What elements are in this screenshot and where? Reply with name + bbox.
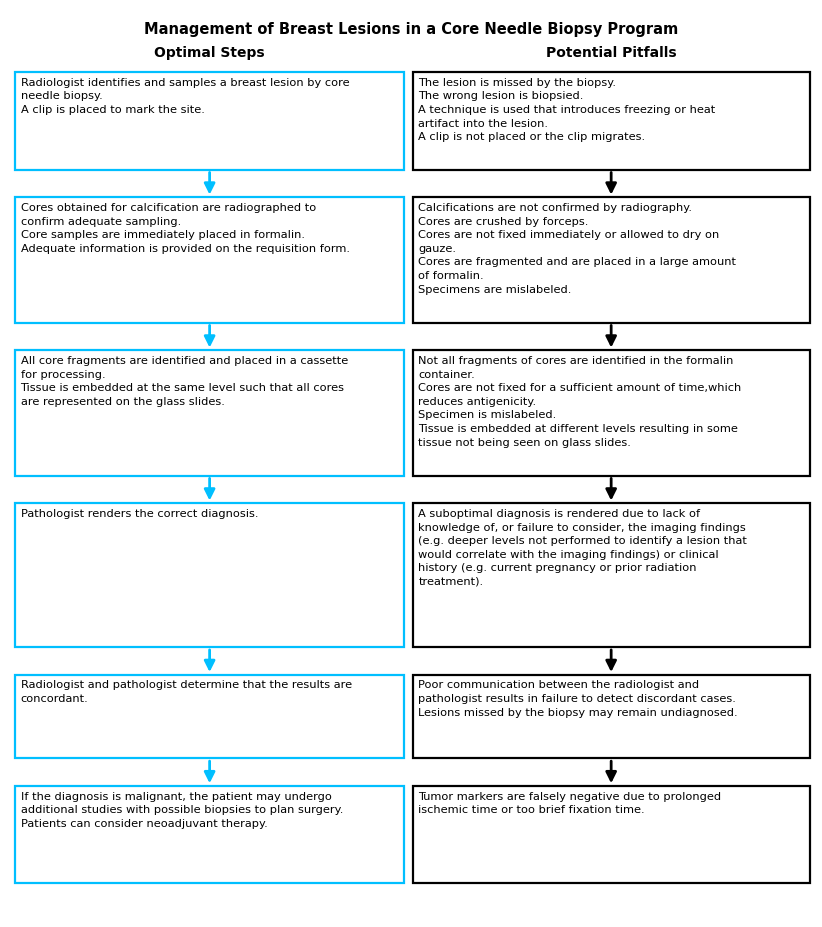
Bar bbox=[15, 786, 404, 883]
Text: Poor communication between the radiologist and
pathologist results in failure to: Poor communication between the radiologi… bbox=[418, 680, 738, 717]
Bar bbox=[15, 503, 404, 647]
Bar bbox=[413, 350, 810, 476]
Text: Pathologist renders the correct diagnosis.: Pathologist renders the correct diagnosi… bbox=[21, 509, 258, 519]
Bar bbox=[413, 503, 810, 647]
Text: The lesion is missed by the biopsy.
The wrong lesion is biopsied.
A technique is: The lesion is missed by the biopsy. The … bbox=[418, 78, 716, 142]
Bar bbox=[15, 675, 404, 758]
Bar bbox=[413, 197, 810, 323]
Text: A suboptimal diagnosis is rendered due to lack of
knowledge of, or failure to co: A suboptimal diagnosis is rendered due t… bbox=[418, 509, 747, 587]
Bar bbox=[15, 72, 404, 170]
Text: Management of Breast Lesions in a Core Needle Biopsy Program: Management of Breast Lesions in a Core N… bbox=[144, 22, 678, 37]
Bar bbox=[413, 675, 810, 758]
Bar bbox=[413, 72, 810, 170]
Text: If the diagnosis is malignant, the patient may undergo
additional studies with p: If the diagnosis is malignant, the patie… bbox=[21, 792, 343, 829]
Text: Cores obtained for calcification are radiographed to
confirm adequate sampling.
: Cores obtained for calcification are rad… bbox=[21, 203, 349, 254]
Text: Calcifications are not confirmed by radiography.
Cores are crushed by forceps.
C: Calcifications are not confirmed by radi… bbox=[418, 203, 737, 295]
Text: Not all fragments of cores are identified in the formalin
container.
Cores are n: Not all fragments of cores are identifie… bbox=[418, 356, 741, 448]
Bar bbox=[15, 197, 404, 323]
Bar bbox=[413, 786, 810, 883]
Text: Optimal Steps: Optimal Steps bbox=[155, 46, 265, 60]
Text: Radiologist identifies and samples a breast lesion by core
needle biopsy.
A clip: Radiologist identifies and samples a bre… bbox=[21, 78, 349, 115]
Bar bbox=[15, 350, 404, 476]
Text: Tumor markers are falsely negative due to prolonged
ischemic time or too brief f: Tumor markers are falsely negative due t… bbox=[418, 792, 722, 815]
Text: Radiologist and pathologist determine that the results are
concordant.: Radiologist and pathologist determine th… bbox=[21, 680, 352, 704]
Text: Potential Pitfalls: Potential Pitfalls bbox=[546, 46, 677, 60]
Text: All core fragments are identified and placed in a cassette
for processing.
Tissu: All core fragments are identified and pl… bbox=[21, 356, 348, 407]
